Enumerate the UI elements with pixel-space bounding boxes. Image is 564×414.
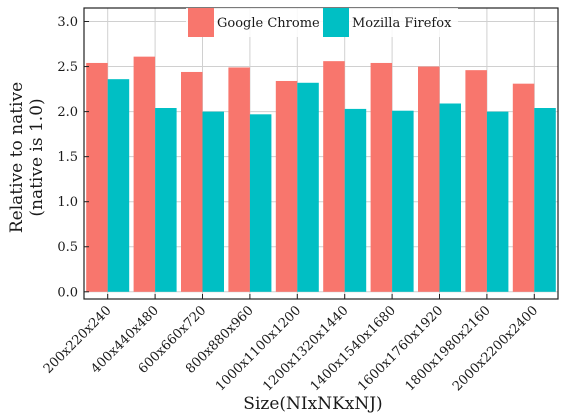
x-tick-label: 1200x1320x1440 [260, 303, 351, 394]
y-tick-label: 0.0 [57, 285, 78, 300]
bar-firefox [155, 108, 177, 292]
x-tick-label: 1400x1540x1680 [308, 303, 399, 394]
y-tick-label: 2.5 [57, 60, 78, 75]
legend-label-firefox: Mozilla Firefox [352, 16, 452, 31]
bar-chrome [418, 66, 440, 292]
bars [86, 56, 556, 292]
bar-firefox [534, 108, 556, 292]
legend-swatch-firefox [323, 8, 349, 37]
y-tick-label: 3.0 [57, 15, 78, 30]
x-axis: 200x220x240400x440x480600x660x720800x880… [41, 294, 541, 394]
bar-firefox [439, 103, 461, 292]
y-tick-label: 0.5 [57, 240, 78, 255]
bar-chrome [512, 83, 535, 292]
y-tick-label: 1.5 [57, 150, 78, 165]
y-axis-label-line-1: Relative to native [7, 82, 27, 233]
legend-swatch-chrome [188, 8, 214, 37]
bar-chrome [228, 67, 250, 292]
bar-chrome [323, 61, 345, 292]
bar-firefox [297, 82, 319, 292]
bar-chrome [86, 62, 108, 292]
legend-label-chrome: Google Chrome [217, 16, 320, 31]
x-axis-label: Size(NIxNKxNJ) [243, 394, 382, 414]
bar-firefox [392, 110, 414, 292]
legend: Google Chrome Mozilla Firefox [186, 8, 458, 37]
x-tick-label: 1600x1760x1920 [355, 303, 446, 394]
bar-chrome [275, 80, 298, 292]
bar-firefox [486, 111, 509, 292]
bar-firefox [107, 79, 130, 292]
bar-chrome [465, 70, 487, 292]
y-tick-label: 1.0 [57, 195, 78, 210]
x-tick-label: 1000x1100x1200 [213, 303, 304, 394]
bar-firefox [202, 111, 224, 292]
legend-background [186, 8, 458, 37]
y-tick-label: 2.0 [57, 105, 78, 120]
bar-firefox [249, 114, 272, 292]
y-axis-label-line-2: (native is 1.0) [27, 98, 47, 216]
bar-chrome [133, 56, 156, 292]
x-tick-label: 1800x1980x2160 [403, 303, 494, 394]
bar-firefox [344, 108, 367, 292]
bar-chrome [181, 71, 203, 292]
x-tick-label: 2000x2200x2400 [450, 303, 541, 394]
bar-chrome [370, 62, 393, 292]
y-axis: 0.0 0.5 1.0 1.5 2.0 2.5 3.0 [57, 15, 89, 300]
